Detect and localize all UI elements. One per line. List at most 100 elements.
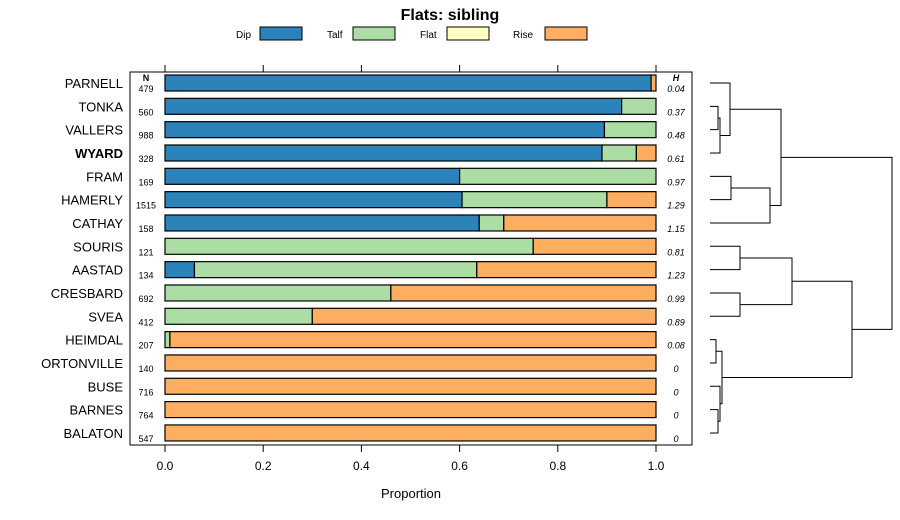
row-label-hamerly: HAMERLY (61, 193, 123, 208)
bar-segment-talf (621, 97, 657, 115)
bar-segment-rise (503, 214, 657, 232)
bar-segment-rise (635, 144, 657, 162)
bar-segment-rise (164, 377, 657, 395)
x-tick-label: 0.6 (451, 459, 468, 473)
bar-segment-dip (164, 144, 603, 162)
n-value: 328 (138, 154, 153, 164)
dendrogram-branch (716, 350, 723, 405)
bar-segment-dip (164, 261, 196, 279)
row-label-tonka: TONKA (78, 99, 123, 114)
h-value: 0 (673, 387, 678, 397)
bars-group: PARNELL 479 0.04 TONKA 560 0.37 VALLERS 988 0.48… (41, 74, 686, 444)
h-value: 0.97 (667, 177, 686, 187)
n-value: 988 (138, 131, 153, 141)
bar-segment-talf (164, 331, 171, 349)
h-value: 0 (673, 364, 678, 374)
row-label-cathay: CATHAY (72, 216, 123, 231)
n-value: 412 (138, 317, 153, 327)
x-tick-label: 0.8 (549, 459, 566, 473)
row-label-vallers: VALLERS (65, 123, 123, 138)
h-value: 0.37 (667, 107, 686, 117)
x-tick-label: 0.0 (157, 459, 174, 473)
h-value: 0.48 (667, 131, 685, 141)
n-value: 1515 (136, 201, 156, 211)
legend-swatch-dip (259, 26, 303, 41)
dendrogram-branch (781, 156, 893, 330)
bar-segment-dip (164, 214, 480, 232)
bar-segment-rise (650, 74, 657, 92)
n-value: 140 (138, 364, 153, 374)
n-value: 716 (138, 387, 153, 397)
legend-label-dip: Dip (236, 30, 251, 41)
bar-segment-talf (164, 237, 534, 255)
dendrogram-branch (730, 108, 782, 206)
dendrogram-branch (710, 339, 717, 364)
dendrogram-branch (710, 292, 741, 317)
chart-title: Flats: sibling (401, 7, 500, 24)
legend: Dip Talf Flat Rise (236, 26, 588, 41)
h-value: 0.08 (667, 341, 685, 351)
dendrogram-branch (710, 105, 719, 131)
bar-segment-dip (164, 74, 652, 92)
legend-label-flat: Flat (420, 30, 437, 41)
bar-segment-rise (311, 307, 657, 325)
bar-segment-talf (164, 307, 313, 325)
row-label-balaton: BALATON (64, 426, 123, 441)
bar-segment-talf (603, 121, 657, 139)
bar-segment-rise (390, 284, 657, 302)
dendrogram (710, 82, 893, 434)
h-value: 0.61 (667, 154, 685, 164)
n-value: 207 (138, 341, 153, 351)
n-value: 692 (138, 294, 153, 304)
x-tick-label: 0.2 (255, 459, 272, 473)
h-value: 1.23 (667, 271, 685, 281)
n-value: 479 (138, 84, 153, 94)
h-value: 0.99 (667, 294, 685, 304)
bar-segment-talf (459, 167, 657, 185)
row-label-svea: SVEA (88, 309, 123, 324)
x-tick-label: 1.0 (648, 459, 665, 473)
row-label-wyard: WYARD (75, 146, 123, 161)
h-value: 1.15 (667, 224, 686, 234)
bar-segment-rise (169, 331, 657, 349)
bar-segment-rise (476, 261, 657, 279)
dendrogram-branch (740, 257, 793, 306)
legend-swatch-talf (352, 26, 396, 41)
bar-segment-talf (193, 261, 478, 279)
h-value: 0.04 (667, 84, 685, 94)
legend-swatch-flat (446, 26, 490, 41)
n-value: 764 (138, 411, 153, 421)
n-value: 169 (138, 177, 153, 187)
bar-segment-talf (478, 214, 505, 232)
bar-segment-dip (164, 191, 463, 209)
h-value: 0.81 (667, 247, 685, 257)
bar-segment-dip (164, 167, 461, 185)
h-value: 1.29 (667, 201, 685, 211)
n-value: 134 (138, 271, 153, 281)
bar-segment-talf (601, 144, 637, 162)
row-label-cresbard: CRESBARD (51, 286, 123, 301)
legend-label-rise: Rise (513, 30, 533, 41)
bar-segment-rise (164, 354, 657, 372)
bar-segment-talf (164, 284, 392, 302)
row-label-barnes: BARNES (70, 403, 124, 418)
h-value: 0 (673, 411, 678, 421)
dendrogram-branch (710, 245, 741, 271)
dendrogram-branch (710, 187, 771, 224)
legend-swatch-rise (544, 26, 588, 41)
bar-segment-dip (164, 121, 606, 139)
x-tick-label: 0.4 (353, 459, 370, 473)
bar-segment-rise (164, 424, 657, 442)
row-label-souris: SOURIS (73, 239, 123, 254)
plot-frame (129, 71, 693, 446)
dendrogram-branch (722, 280, 853, 379)
legend-label-talf: Talf (327, 30, 343, 41)
x-axis-title: Proportion (381, 486, 441, 501)
n-column-header: N (143, 73, 150, 83)
dendrogram-branch (710, 409, 719, 434)
h-column-header: H (673, 73, 680, 83)
bar-segment-rise (164, 401, 657, 419)
n-value: 560 (138, 107, 153, 117)
bar-segment-dip (164, 97, 623, 115)
